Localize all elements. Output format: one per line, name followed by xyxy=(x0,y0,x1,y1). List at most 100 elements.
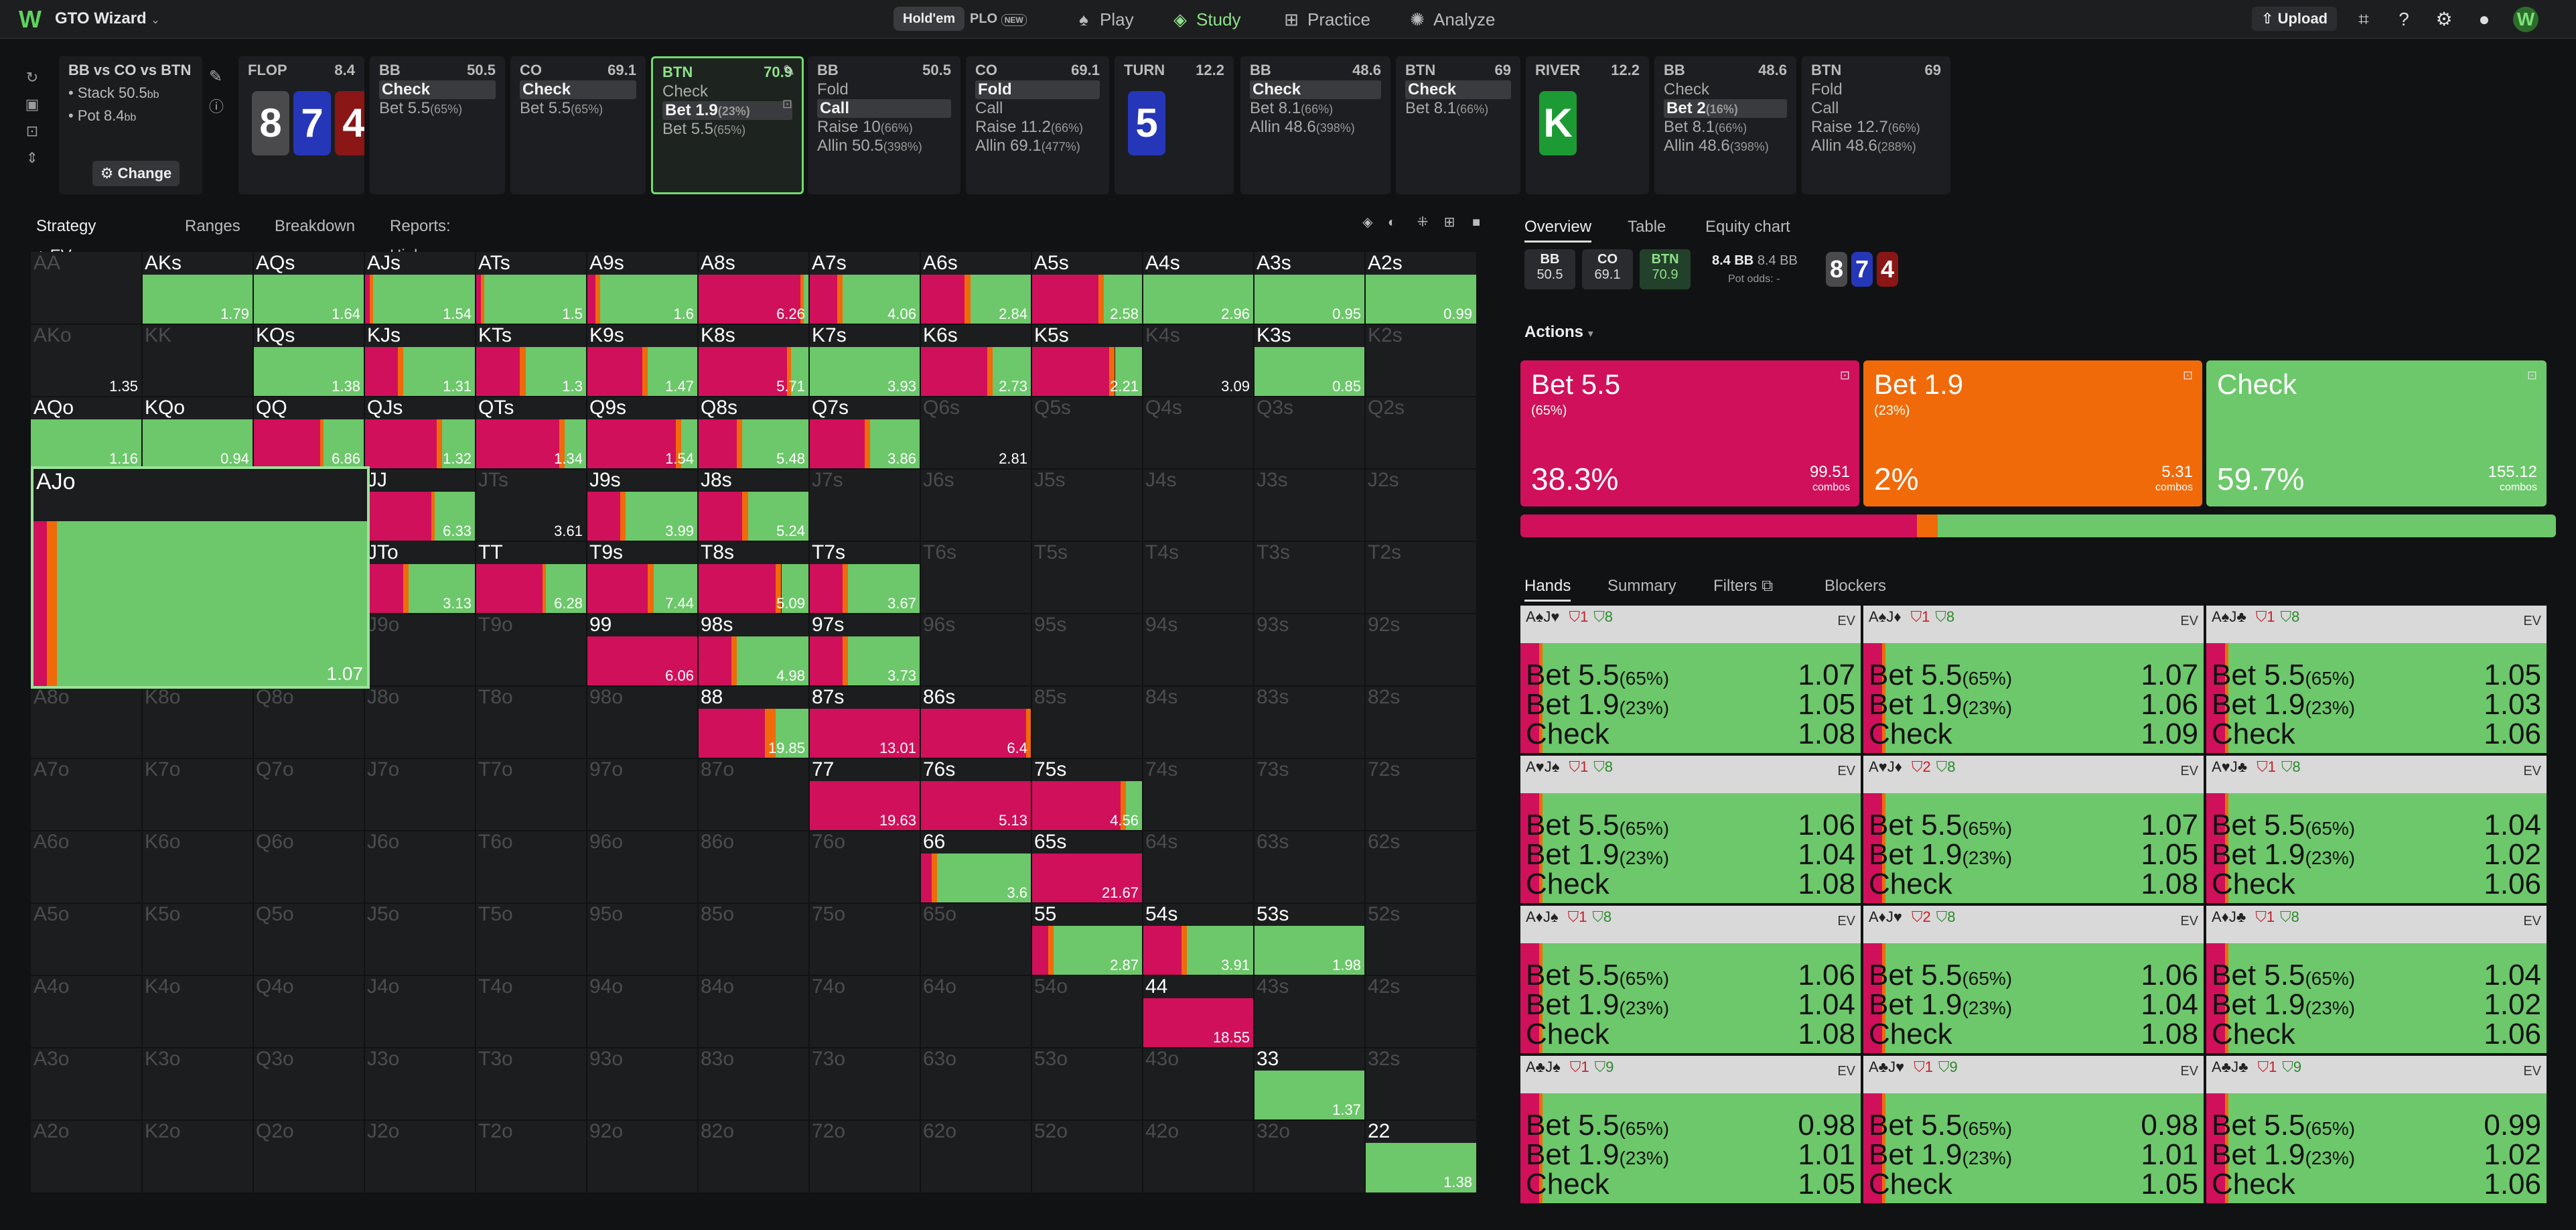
hand-cell[interactable]: KTs 1.3 xyxy=(476,324,587,397)
hand-cell[interactable]: 53s 1.98 xyxy=(1254,903,1365,975)
hand-cell[interactable]: T3s xyxy=(1254,541,1365,614)
pencil-icon[interactable]: ✎ xyxy=(782,62,795,79)
hand-cell[interactable]: A8o xyxy=(31,686,142,758)
hand-cell[interactable]: 85s xyxy=(1031,686,1143,758)
hand-cell[interactable]: QQ 6.86 xyxy=(253,397,364,469)
hand-cell[interactable]: 43s xyxy=(1254,975,1365,1048)
hand-cell[interactable]: A3o xyxy=(31,1048,142,1120)
scan-icon[interactable]: ⌗ xyxy=(2358,9,2369,29)
hand-cell[interactable]: T9o xyxy=(476,614,587,686)
tab-filters[interactable]: Filters ⧉ xyxy=(1713,571,1773,602)
tree-node-river[interactable]: RIVER 12.2 K xyxy=(1526,56,1649,194)
gear-icon[interactable]: ⚙ xyxy=(2435,9,2453,29)
node-action[interactable]: Check xyxy=(662,82,792,101)
node-action[interactable]: Raise 10(66%) xyxy=(817,118,951,137)
hand-cell[interactable]: 76s 5.13 xyxy=(920,758,1031,831)
hand-cell[interactable]: K2o xyxy=(142,1120,253,1192)
edit-icon[interactable]: ✎ xyxy=(209,68,223,86)
nav-analyze[interactable]: ✺ Analyze xyxy=(1407,5,1495,33)
hand-cell[interactable]: Q5o xyxy=(253,903,364,975)
view-3d-icon[interactable]: ◈ xyxy=(1362,215,1373,230)
reset-icon[interactable]: ↻ xyxy=(25,69,39,86)
hand-cell[interactable]: T2s xyxy=(1365,541,1476,614)
hand-cell[interactable]: 63o xyxy=(920,1048,1031,1120)
hand-cell[interactable]: T4s xyxy=(1143,541,1254,614)
hand-cell[interactable]: 98o xyxy=(587,686,698,758)
hand-cell[interactable]: J6o xyxy=(364,831,476,903)
tab-reports[interactable]: Reports: High cards ▾ xyxy=(390,212,451,294)
hand-cell[interactable]: 96o xyxy=(587,831,698,903)
mode-holdem[interactable]: Hold'em xyxy=(893,7,965,31)
hand-cell[interactable]: 52o xyxy=(1031,1120,1143,1192)
hand-cell[interactable]: 42s xyxy=(1365,975,1476,1048)
hand-cell[interactable]: Q8o xyxy=(253,686,364,758)
hand-cell[interactable]: K7o xyxy=(142,758,253,831)
hand-cell[interactable]: J2s xyxy=(1365,469,1476,541)
hand-cell[interactable]: Q7s 3.86 xyxy=(809,397,920,469)
hand-cell[interactable]: 88 19.85 xyxy=(698,686,809,758)
node-action[interactable]: Bet 5.5(65%) xyxy=(662,120,792,139)
hand-cell[interactable]: 74o xyxy=(809,975,920,1048)
hand-cell[interactable]: 85o xyxy=(698,903,809,975)
hand-combo-cell[interactable]: A♣J♥ ⛉1 ⛉9 EV Bet 5.5(65%) 0.98 Bet 1.9(23%) 1.… xyxy=(1863,1056,2204,1203)
node-action[interactable]: Check xyxy=(520,80,636,99)
change-button[interactable]: ⚙ Change xyxy=(92,161,180,186)
hand-cell[interactable]: 73s xyxy=(1254,758,1365,831)
hand-combo-cell[interactable]: A♣J♣ ⛉1 ⛉9 EV Bet 5.5(65%) 0.99 Bet 1.9(23%) 1.… xyxy=(2206,1056,2547,1203)
node-action[interactable]: Check xyxy=(379,80,496,99)
hand-cell[interactable]: 55 2.87 xyxy=(1031,903,1143,975)
hand-cell[interactable]: J3o xyxy=(364,1048,476,1120)
tab-ranges[interactable]: Ranges xyxy=(185,217,240,235)
hand-cell[interactable]: 33 1.37 xyxy=(1254,1048,1365,1120)
tree-node-bb[interactable]: BB 48.6 Check Bet 2(16%) Bet 8.1(66%) Allin 4… xyxy=(1654,56,1796,194)
hand-cell[interactable]: J9s 3.99 xyxy=(587,469,698,541)
hand-cell[interactable]: 92s xyxy=(1365,614,1476,686)
hand-cell[interactable]: A3s 0.95 xyxy=(1254,252,1365,324)
hand-cell[interactable]: 93o xyxy=(587,1048,698,1120)
hand-cell[interactable]: A9s 1.6 xyxy=(587,252,698,324)
node-action[interactable]: Allin 48.6(398%) xyxy=(1250,118,1381,137)
hand-cell[interactable]: 64o xyxy=(920,975,1031,1048)
hand-cell[interactable]: K3o xyxy=(142,1048,253,1120)
hand-cell[interactable]: AQs 1.64 xyxy=(253,252,364,324)
hand-cell[interactable]: 95s xyxy=(1031,614,1143,686)
hand-cell[interactable]: Q6o xyxy=(253,831,364,903)
avatar[interactable]: W xyxy=(2513,7,2538,32)
hand-cell[interactable]: QJs 1.32 xyxy=(364,397,476,469)
hand-cell[interactable]: 72s xyxy=(1365,758,1476,831)
hand-cell[interactable]: J8o xyxy=(364,686,476,758)
hand-cell[interactable]: Q9s 1.54 xyxy=(587,397,698,469)
node-action[interactable]: Allin 48.6(288%) xyxy=(1811,137,1941,155)
hand-cell[interactable]: KJs 1.31 xyxy=(364,324,476,397)
hand-cell[interactable]: 32s xyxy=(1365,1048,1476,1120)
hand-cell[interactable]: J2o xyxy=(364,1120,476,1192)
hand-cell[interactable]: 74s xyxy=(1143,758,1254,831)
controller-icon[interactable]: ⊡ xyxy=(25,123,39,139)
hand-cell[interactable]: 72o xyxy=(809,1120,920,1192)
hand-cell[interactable]: 94s xyxy=(1143,614,1254,686)
hand-cell[interactable]: J3s xyxy=(1254,469,1365,541)
hand-cell[interactable]: 84s xyxy=(1143,686,1254,758)
save-icon[interactable]: ▣ xyxy=(25,96,40,113)
tree-node-btn[interactable]: BTN 70.9 Check Bet 1.9(23%) Bet 5.5(65%) ✎ ⊡ xyxy=(651,56,804,194)
hand-cell[interactable]: 77 19.63 xyxy=(809,758,920,831)
hand-cell[interactable]: 96s xyxy=(920,614,1031,686)
hand-cell[interactable]: 86s 6.4 xyxy=(920,686,1031,758)
hand-cell[interactable]: QTs 1.34 xyxy=(476,397,587,469)
node-action[interactable]: Call xyxy=(975,99,1100,118)
hand-cell[interactable]: 83s xyxy=(1254,686,1365,758)
tab-summary[interactable]: Summary xyxy=(1607,577,1676,595)
tab-table[interactable]: Table xyxy=(1628,218,1666,236)
hand-cell[interactable]: 87s 13.01 xyxy=(809,686,920,758)
node-action[interactable]: Check xyxy=(1664,80,1787,99)
actions-dropdown[interactable]: Actions ▾ xyxy=(1524,319,1593,346)
node-action[interactable]: Check xyxy=(1250,80,1381,99)
hand-cell[interactable]: AJs 1.54 xyxy=(364,252,476,324)
hand-cell[interactable]: J8s 5.24 xyxy=(698,469,809,541)
hand-cell[interactable]: A7o xyxy=(31,758,142,831)
expand-icon[interactable]: ⊡ xyxy=(2526,368,2537,382)
hand-cell[interactable]: A6o xyxy=(31,831,142,903)
tab-hands[interactable]: Hands xyxy=(1524,571,1571,602)
hand-cell[interactable]: AJo 1.07 xyxy=(31,466,370,689)
expand-icon[interactable]: ⊡ xyxy=(2182,368,2193,382)
